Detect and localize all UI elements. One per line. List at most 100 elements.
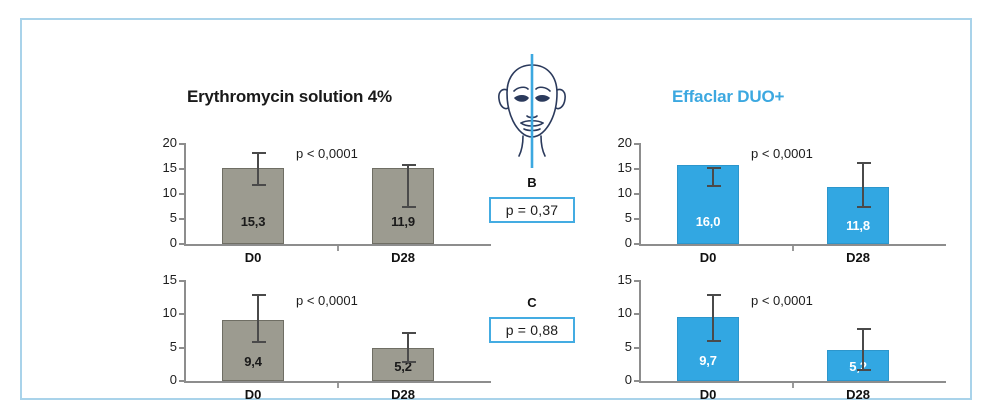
bar: 15,3	[222, 168, 284, 244]
y-axis-tick-label: 15	[162, 272, 177, 287]
chart-d: 0 5 10 15 9,7 D0 5,2 D28 p < 0,0001	[599, 272, 959, 412]
y-axis-tick-label: 5	[169, 338, 177, 354]
x-axis-category-label: D0	[699, 387, 717, 402]
bar-value-label: 11,9	[391, 214, 415, 230]
y-axis-tick	[179, 380, 186, 382]
x-axis-category-label: D28	[391, 387, 415, 402]
y-axis-line	[639, 281, 641, 381]
bar: 5,2	[827, 349, 889, 381]
x-axis-tick	[791, 383, 794, 388]
y-axis-tick-label: 15	[162, 160, 177, 175]
error-bar	[407, 163, 409, 206]
error-bar-cap-bottom	[857, 369, 871, 371]
error-bar-cap-top	[252, 294, 266, 297]
error-bar-cap-bottom	[707, 185, 721, 187]
y-axis-tick	[634, 168, 641, 170]
y-axis-tick	[179, 313, 186, 316]
center-letter-b: B	[527, 175, 537, 190]
chart-c: 0 5 10 15 9,4 D0 5,2 D28 p < 0,0001	[144, 272, 504, 412]
center-pvalue-box-c: p = 0,88	[489, 317, 575, 343]
error-bar-cap-bottom	[402, 205, 416, 208]
error-bar-cap-bottom	[252, 341, 266, 343]
x-axis-line	[639, 244, 946, 246]
error-bar-cap-bottom	[857, 205, 871, 208]
error-bar	[407, 332, 409, 361]
bar-value-label: 5,2	[849, 359, 867, 374]
error-bar	[712, 294, 714, 340]
x-axis-line	[639, 381, 946, 383]
x-axis-category-label: D0	[244, 250, 262, 265]
chart-pvalue-annotation: p < 0,0001	[751, 146, 813, 161]
error-bar	[862, 327, 864, 369]
y-axis-tick-label: 0	[624, 235, 632, 250]
error-bar-cap-top	[707, 294, 721, 297]
y-axis-tick	[179, 168, 186, 170]
x-axis-tick	[791, 246, 794, 251]
chart-pvalue-annotation: p < 0,0001	[296, 146, 358, 161]
bar: 9,7	[677, 317, 739, 381]
face-split-icon	[480, 52, 584, 170]
y-axis-tick	[634, 346, 641, 349]
figure-frame: Erythromycin solution 4% Effaclar DUO+	[20, 18, 972, 402]
error-bar-cap-bottom	[252, 184, 266, 186]
y-axis-tick	[634, 243, 641, 245]
y-axis-tick	[179, 280, 186, 282]
panel-title-left: Erythromycin solution 4%	[187, 87, 392, 106]
y-axis-tick-label: 15	[617, 272, 632, 287]
y-axis-tick-label: 0	[169, 235, 177, 250]
x-axis-category-label: D0	[244, 387, 262, 402]
error-bar	[257, 151, 259, 184]
y-axis-tick-label: 5	[169, 210, 177, 225]
x-axis-category-label: D28	[846, 250, 870, 265]
bar-value-label: 16,0	[695, 213, 721, 229]
panel-title-right: Effaclar DUO+	[672, 87, 785, 106]
error-bar-cap-top	[402, 163, 416, 166]
y-axis-tick-label: 15	[617, 160, 632, 175]
x-axis-category-label: D28	[391, 250, 415, 265]
bar-value-label: 9,4	[244, 354, 262, 370]
y-axis-tick	[634, 218, 641, 220]
error-bar	[712, 166, 714, 185]
y-axis-tick-label: 5	[624, 210, 632, 225]
y-axis-tick	[179, 243, 186, 245]
chart-pvalue-annotation: p < 0,0001	[296, 293, 358, 308]
bar-value-label: 11,8	[846, 217, 870, 233]
x-axis-line	[184, 381, 491, 383]
x-axis-tick	[336, 246, 339, 251]
y-axis-tick-label: 0	[624, 372, 632, 387]
y-axis-tick-label: 5	[624, 338, 632, 354]
y-axis-tick	[179, 193, 186, 195]
bar: 5,2	[372, 348, 434, 381]
y-axis-tick	[634, 280, 641, 282]
error-bar	[862, 161, 864, 206]
error-bar-cap-top	[707, 166, 721, 169]
y-axis-tick	[179, 143, 186, 145]
y-axis-tick-label: 20	[162, 135, 177, 150]
chart-pvalue-annotation: p < 0,0001	[751, 293, 813, 308]
error-bar-cap-top	[857, 327, 871, 330]
y-axis-tick-label: 20	[617, 135, 632, 150]
y-axis-tick-label: 0	[169, 372, 177, 387]
chart-a: 0 5 10 15 20 15,3 D0 11,9 D28 p < 0,0001	[144, 135, 504, 275]
error-bar-cap-bottom	[402, 361, 416, 363]
bar: 16,0	[677, 165, 739, 244]
chart-b: 0 5 10 15 20 16,0 D0 11,8 D28 p < 0,0001	[599, 135, 959, 275]
y-axis-tick	[634, 143, 641, 145]
y-axis-tick-label: 10	[617, 185, 632, 200]
error-bar-cap-top	[402, 332, 416, 335]
error-bar-cap-top	[252, 151, 266, 154]
center-pvalue-box-b: p = 0,37	[489, 197, 575, 223]
y-axis-tick	[634, 380, 641, 382]
center-letter-c: C	[527, 295, 537, 310]
y-axis-tick	[634, 313, 641, 316]
x-axis-line	[184, 244, 491, 246]
x-axis-tick	[336, 383, 339, 388]
bar-value-label: 15,3	[240, 214, 266, 230]
error-bar-cap-bottom	[707, 339, 721, 342]
y-axis-tick-label: 10	[617, 305, 632, 321]
bar-value-label: 9,7	[699, 353, 717, 369]
x-axis-category-label: D0	[699, 250, 717, 265]
bar: 9,4	[222, 320, 284, 381]
y-axis-tick-label: 10	[162, 305, 177, 321]
error-bar-cap-top	[857, 161, 871, 164]
